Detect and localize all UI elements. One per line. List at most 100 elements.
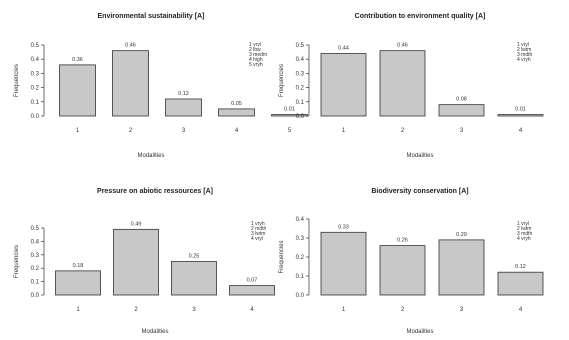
legend-entry: 3 mdth (517, 231, 533, 237)
x-axis-label: Modalities (141, 329, 168, 335)
legend-entry: 1 vryl (517, 221, 529, 227)
legend-entry: 4 high (249, 57, 263, 63)
legend-entry: 2 lwtm (517, 47, 531, 53)
bar (379, 245, 426, 296)
data-label: 0.36 (72, 57, 83, 63)
y-tick-label: 0.2 (31, 266, 40, 272)
y-tick-label: 0.1 (31, 100, 40, 106)
bar (271, 114, 308, 117)
data-label: 0.46 (125, 43, 136, 49)
bar (497, 114, 544, 117)
legend-entry: 5 vryh (249, 62, 263, 68)
bar (55, 270, 101, 296)
y-tick-label: 0.0 (31, 114, 40, 120)
data-label: 0.12 (178, 91, 189, 97)
legend-entry: 3 medm (249, 52, 267, 58)
data-label: 0.25 (189, 254, 200, 260)
bar (59, 64, 96, 117)
y-tick-label: 0.5 (31, 43, 40, 49)
y-tick-label: 0.2 (296, 255, 305, 261)
x-axis-label: Modalities (406, 329, 433, 335)
bar (112, 50, 149, 117)
legend-entry: 3 lwtm (251, 231, 265, 237)
data-label: 0.01 (284, 107, 295, 113)
bar (320, 53, 367, 117)
y-tick-label: 0.2 (31, 86, 40, 92)
x-tick-label: 1 (342, 307, 346, 313)
chart-title: Contribution to environment quality [A] (355, 13, 486, 20)
bar (229, 285, 275, 296)
x-tick-label: 3 (460, 128, 464, 134)
y-axis-label: Frequencies (279, 64, 285, 97)
y-tick-label: 0.3 (31, 253, 40, 259)
y-tick-label: 0.4 (31, 239, 40, 245)
data-label: 0.26 (397, 238, 408, 244)
bar (379, 50, 426, 117)
y-tick-label: 0.0 (296, 114, 305, 120)
legend-entry: 2 lbw (249, 47, 261, 53)
y-axis-label: Frequencies (14, 245, 20, 278)
y-tick-label: 0.5 (31, 226, 40, 232)
x-tick-label: 3 (192, 307, 196, 313)
x-tick-label: 3 (460, 307, 464, 313)
x-tick-label: 1 (76, 128, 80, 134)
bar (438, 239, 485, 296)
data-label: 0.33 (338, 224, 349, 230)
x-tick-label: 2 (401, 128, 405, 134)
data-label: 0.44 (338, 46, 349, 52)
y-tick-label: 0.5 (296, 43, 305, 49)
x-tick-label: 4 (519, 307, 523, 313)
y-tick-label: 0.4 (31, 57, 40, 63)
legend-entry: 4 vryh (517, 236, 531, 242)
y-tick-label: 0.3 (296, 236, 305, 242)
data-label: 0.29 (456, 232, 467, 238)
legend-entry: 1 vryl (517, 42, 529, 48)
data-label: 0.08 (456, 97, 467, 103)
y-tick-label: 0.1 (296, 100, 305, 106)
data-label: 0.01 (515, 107, 526, 113)
x-tick-label: 1 (342, 128, 346, 134)
bar (438, 104, 485, 117)
y-tick-label: 0.0 (296, 293, 305, 299)
data-label: 0.07 (247, 278, 258, 284)
bar (218, 108, 255, 117)
data-label: 0.18 (73, 263, 84, 269)
y-tick-label: 0.2 (296, 86, 305, 92)
chart-title: Pressure on abiotic ressources [A] (97, 188, 213, 195)
y-axis-label: Frequencies (14, 64, 20, 97)
legend-entry: 1 vryl (249, 42, 261, 48)
x-axis-label: Modalities (137, 153, 164, 159)
data-label: 0.46 (397, 43, 408, 49)
bar (113, 228, 159, 296)
x-tick-label: 2 (401, 307, 405, 313)
legend-entry: 3 mdth (517, 52, 533, 58)
x-tick-label: 2 (134, 307, 138, 313)
y-tick-label: 0.1 (296, 274, 305, 280)
bar (171, 261, 217, 296)
y-axis-label: Frequencies (279, 240, 285, 273)
data-label: 0.05 (231, 101, 242, 107)
y-tick-label: 0.0 (31, 293, 40, 299)
x-axis-label: Modalities (406, 153, 433, 159)
y-tick-label: 0.3 (296, 71, 305, 77)
x-tick-label: 4 (250, 307, 254, 313)
data-label: 0.12 (515, 264, 526, 270)
bar (165, 98, 202, 117)
y-tick-label: 0.1 (31, 280, 40, 286)
legend-entry: 4 vryh (517, 57, 531, 63)
bar (320, 231, 367, 296)
x-tick-label: 5 (288, 128, 292, 134)
y-tick-label: 0.4 (296, 217, 305, 223)
legend-entry: 4 vryl (251, 236, 263, 242)
legend-entry: 2 mdth (251, 226, 267, 232)
legend-entry: 1 vryh (251, 221, 265, 227)
x-tick-label: 4 (519, 128, 523, 134)
x-tick-label: 3 (182, 128, 186, 134)
x-tick-label: 4 (235, 128, 239, 134)
y-tick-label: 0.4 (296, 57, 305, 63)
bar (497, 271, 544, 296)
legend-entry: 2 lwtm (517, 226, 531, 232)
x-tick-label: 2 (129, 128, 133, 134)
data-label: 0.49 (131, 221, 142, 227)
